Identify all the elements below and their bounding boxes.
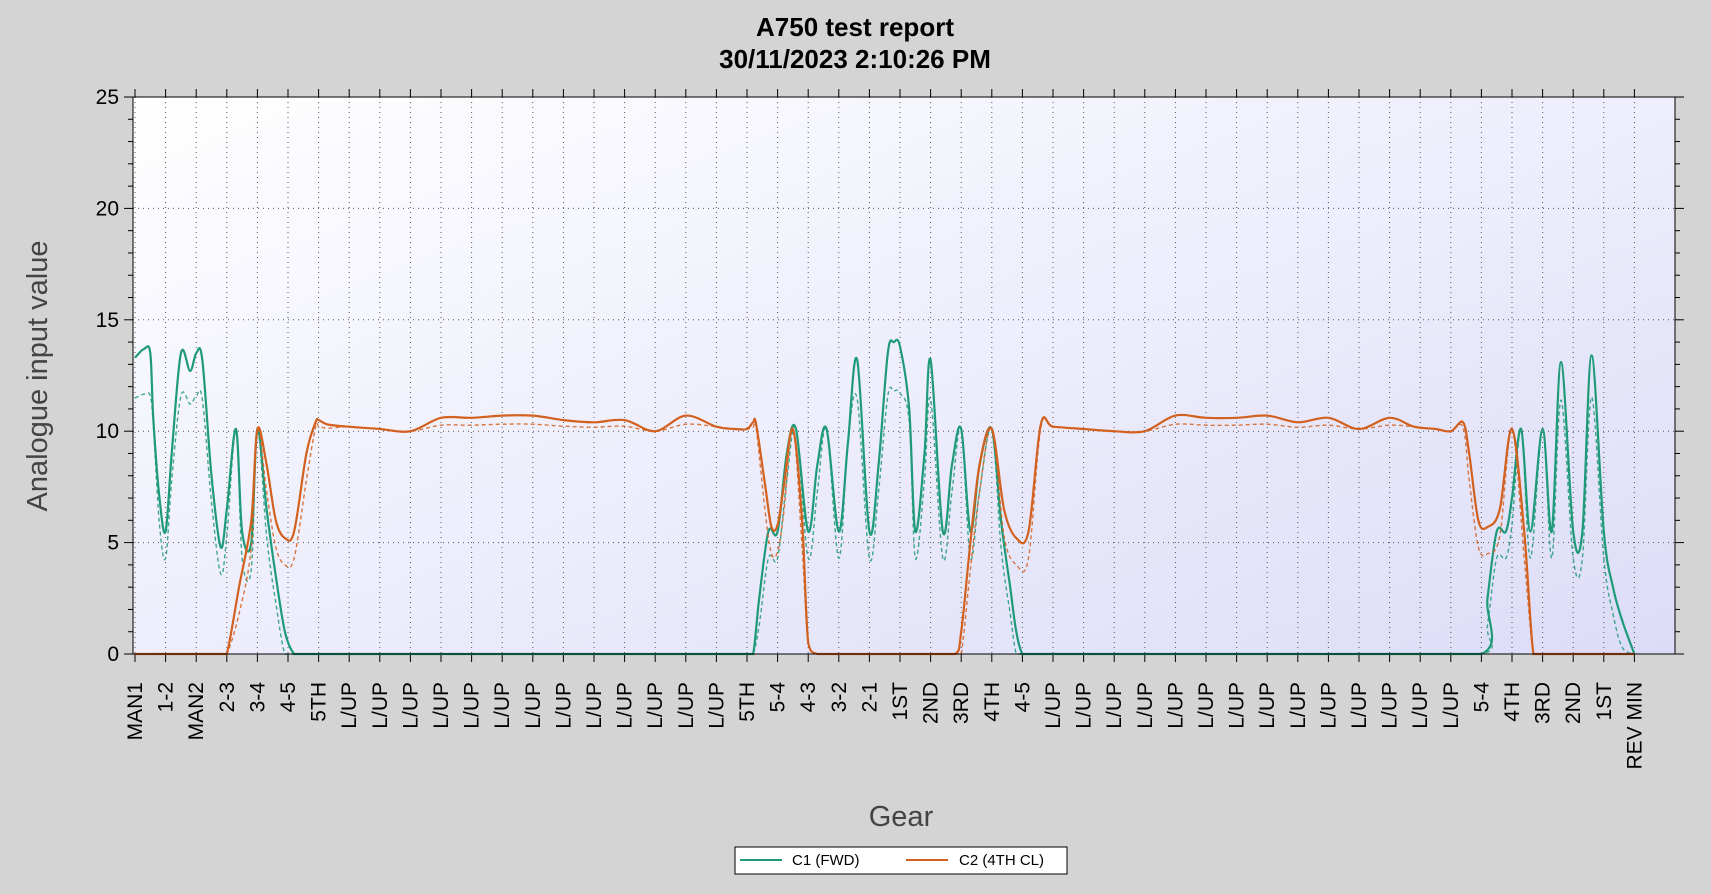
x-tick-label: 5-4 [1470, 682, 1493, 713]
x-tick-label: L/UP [1103, 682, 1126, 729]
x-tick-label: L/UP [1134, 682, 1157, 729]
x-tick-label: L/UP [491, 682, 514, 729]
series-line-dashed-1 [134, 386, 1635, 655]
x-tick-label: 4-5 [277, 682, 300, 712]
y-tick-label: 15 [96, 309, 119, 332]
y-axis-ticks: 0 5 10 15 20 25 [96, 86, 1684, 666]
y-tick-label: 20 [96, 197, 119, 220]
x-tick-label: 1ST [1593, 682, 1616, 721]
plot-frame [132, 96, 1676, 655]
x-tick-label: 3RD [1532, 682, 1555, 724]
x-tick-label: L/UP [1073, 682, 1096, 729]
x-tick-label: L/UP [1379, 682, 1402, 729]
x-tick-label: 4-5 [1011, 682, 1034, 712]
x-tick-label: MAN2 [185, 682, 208, 740]
x-tick-label: L/UP [522, 682, 545, 729]
x-tick-label: 3-4 [246, 682, 269, 713]
x-tick-label: 1ST [889, 682, 912, 721]
x-tick-label: 3RD [950, 682, 973, 724]
x-tick-label: L/UP [430, 682, 453, 729]
x-tick-label: L/UP [1042, 682, 1065, 729]
x-tick-label: L/UP [461, 682, 484, 729]
x-tick-label: L/UP [1317, 682, 1340, 729]
x-tick-label: 2-1 [858, 682, 881, 712]
plot-area [133, 97, 1675, 654]
x-axis-label: Gear [869, 801, 934, 833]
x-tick-label: L/UP [1195, 682, 1218, 729]
chart-title: A750 test report [756, 12, 954, 42]
y-tick-label: 0 [107, 643, 119, 666]
y-tick-label: 25 [96, 86, 119, 109]
x-tick-label: L/UP [675, 682, 698, 729]
chart-subtitle: 30/11/2023 2:10:26 PM [719, 44, 991, 74]
x-tick-label: L/UP [705, 682, 728, 729]
x-tick-label: 5-4 [767, 682, 790, 713]
legend: C1 (FWD) C2 (4TH CL) [734, 846, 1068, 875]
x-tick-label: 2ND [920, 682, 943, 724]
x-tick-label: 4TH [1501, 682, 1524, 722]
x-tick-label: MAN1 [124, 682, 147, 740]
x-tick-label: L/UP [369, 682, 392, 729]
x-tick-label: L/UP [1440, 682, 1463, 729]
x-tick-label: 3-2 [828, 682, 851, 712]
x-tick-label: 2-3 [216, 682, 239, 712]
y-axis-label: Analogue input value [22, 241, 54, 512]
x-tick-label: REV MIN [1623, 682, 1646, 770]
legend-label-c1: C1 (FWD) [792, 852, 860, 869]
x-tick-label: 2ND [1562, 682, 1585, 724]
x-tick-label: L/UP [1409, 682, 1432, 729]
x-tick-label: L/UP [644, 682, 667, 729]
x-tick-label: L/UP [1256, 682, 1279, 729]
legend-label-c2: C2 (4TH CL) [959, 852, 1044, 869]
x-tick-label: L/UP [552, 682, 575, 729]
x-tick-label: L/UP [614, 682, 637, 729]
grid-lines [133, 97, 1675, 654]
x-tick-label: 4TH [981, 682, 1004, 722]
legend-box [734, 846, 1068, 875]
y-tick-label: 5 [107, 532, 119, 555]
x-tick-label: L/UP [338, 682, 361, 729]
x-tick-label: L/UP [1287, 682, 1310, 729]
x-tick-label: L/UP [399, 682, 422, 729]
x-tick-label: L/UP [1164, 682, 1187, 729]
x-tick-label: 5TH [308, 682, 331, 722]
x-tick-label: L/UP [1348, 682, 1371, 729]
x-tick-label: 5TH [736, 682, 759, 722]
x-axis-ticks: MAN1 1-2 MAN2 2-3 3-4 4-5 5TH L/UP L/UP L/UP L/UP L… [124, 89, 1646, 770]
y-tick-label: 10 [96, 420, 119, 443]
x-tick-label: 1-2 [155, 682, 178, 712]
x-tick-label: L/UP [583, 682, 606, 729]
x-tick-label: L/UP [1226, 682, 1249, 729]
x-tick-label: 4-3 [797, 682, 820, 712]
